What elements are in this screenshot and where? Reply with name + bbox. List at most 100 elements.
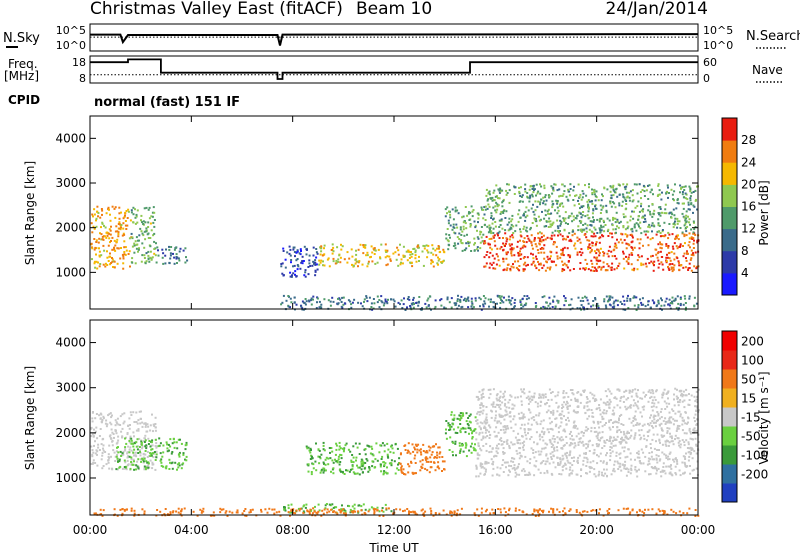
power-data-cell bbox=[692, 237, 695, 240]
vel-data-cell bbox=[456, 417, 459, 420]
power-data-cell bbox=[417, 300, 420, 303]
vel-data-cell bbox=[545, 460, 548, 463]
power-data-cell bbox=[452, 218, 455, 221]
vel-data-cell bbox=[650, 395, 653, 398]
power-data-cell bbox=[143, 257, 146, 259]
vel-data-cell bbox=[130, 437, 133, 440]
power-data-cell bbox=[498, 237, 501, 239]
power-data-cell bbox=[535, 245, 538, 248]
power-data-cell bbox=[590, 230, 593, 233]
power-data-cell bbox=[490, 298, 492, 301]
power-data-cell bbox=[583, 306, 585, 309]
power-data-cell bbox=[474, 299, 477, 302]
vel-data-cell bbox=[328, 503, 331, 506]
vel-data-cell bbox=[307, 446, 310, 449]
vel-data-cell bbox=[98, 435, 101, 437]
power-data-cell bbox=[436, 247, 438, 250]
power-data-cell bbox=[184, 261, 187, 264]
power-data-cell bbox=[295, 275, 298, 278]
vel-data-cell bbox=[514, 475, 517, 478]
power-data-cell bbox=[483, 206, 486, 208]
power-data-cell bbox=[679, 227, 682, 229]
power-data-cell bbox=[584, 184, 586, 187]
power-data-cell bbox=[426, 249, 429, 252]
vel-data-cell bbox=[474, 428, 477, 431]
vel-data-cell bbox=[676, 397, 679, 400]
vel-data-cell bbox=[553, 449, 556, 452]
vel-data-cell bbox=[659, 458, 662, 461]
vel-data-cell bbox=[643, 423, 646, 426]
power-data-cell bbox=[529, 194, 532, 197]
vel-data-cell bbox=[580, 475, 582, 478]
power-data-cell bbox=[403, 297, 405, 300]
power-data-cell bbox=[290, 259, 293, 261]
power-data-cell bbox=[501, 299, 503, 302]
vel-data-cell bbox=[511, 443, 514, 446]
vel-data-cell bbox=[669, 465, 672, 468]
vel-data-cell bbox=[429, 456, 432, 459]
power-data-cell bbox=[446, 239, 449, 242]
vel-data-cell bbox=[662, 466, 665, 468]
vel-data-cell bbox=[323, 449, 326, 452]
power-data-cell bbox=[153, 252, 156, 255]
power-data-cell bbox=[623, 267, 626, 270]
power-data-cell bbox=[487, 198, 490, 201]
vel-data-cell bbox=[647, 422, 649, 425]
vel-data-cell bbox=[657, 419, 659, 422]
vel-data-cell bbox=[307, 464, 310, 467]
vel-data-cell bbox=[348, 470, 351, 473]
power-data-cell bbox=[619, 300, 622, 303]
power-data-cell bbox=[479, 305, 481, 308]
power-data-cell bbox=[555, 245, 558, 248]
vel-data-cell bbox=[671, 474, 674, 477]
vel-data-cell bbox=[426, 457, 429, 460]
power-data-cell bbox=[648, 226, 651, 229]
vel-data-cell bbox=[396, 447, 399, 450]
power-data-cell bbox=[614, 242, 617, 245]
power-data-cell bbox=[517, 254, 520, 257]
power-data-cell bbox=[657, 222, 660, 225]
power-data-cell bbox=[296, 249, 299, 252]
power-data-cell bbox=[569, 215, 572, 218]
power-data-cell bbox=[650, 188, 653, 191]
power-data-cell bbox=[572, 230, 575, 233]
power-data-cell bbox=[412, 248, 415, 250]
power-data-cell bbox=[588, 244, 591, 247]
power-data-cell bbox=[578, 203, 581, 205]
vel-data-cell bbox=[607, 388, 610, 391]
power-data-cell bbox=[114, 216, 117, 219]
vel-data-cell bbox=[588, 470, 591, 473]
power-data-cell bbox=[282, 274, 285, 277]
power-data-cell bbox=[355, 253, 358, 256]
vel-data-cell bbox=[638, 429, 641, 432]
vel-data-cell bbox=[561, 465, 564, 468]
vel-data-cell bbox=[567, 395, 570, 398]
power-data-cell bbox=[554, 183, 557, 186]
vel-data-cell bbox=[596, 462, 599, 465]
power-data-cell bbox=[334, 262, 337, 265]
power-data-cell bbox=[473, 220, 476, 223]
power-data-cell bbox=[143, 207, 146, 210]
power-data-cell bbox=[637, 215, 640, 218]
vel-data-cell bbox=[382, 472, 385, 475]
vel-data-cell bbox=[488, 451, 491, 454]
vel-data-cell bbox=[559, 425, 562, 428]
vel-data-cell bbox=[130, 461, 133, 463]
power-data-cell bbox=[126, 217, 129, 219]
vel-data-cell bbox=[424, 467, 427, 470]
power-data-cell bbox=[624, 308, 627, 311]
power-data-cell bbox=[124, 224, 127, 227]
power-data-cell bbox=[131, 257, 134, 260]
vel-data-cell bbox=[593, 473, 596, 476]
vel-data-cell bbox=[401, 471, 404, 474]
power-data-cell bbox=[682, 207, 685, 210]
vel-data-cell bbox=[539, 423, 542, 426]
vel-data-cell bbox=[122, 450, 125, 453]
vel-data-cell bbox=[465, 420, 468, 423]
vel-data-cell bbox=[608, 390, 611, 393]
power-data-cell bbox=[538, 239, 541, 242]
vel-data-cell bbox=[441, 456, 444, 458]
power-data-cell bbox=[468, 244, 470, 247]
vel-data-cell bbox=[628, 432, 630, 434]
power-data-cell bbox=[95, 241, 98, 243]
